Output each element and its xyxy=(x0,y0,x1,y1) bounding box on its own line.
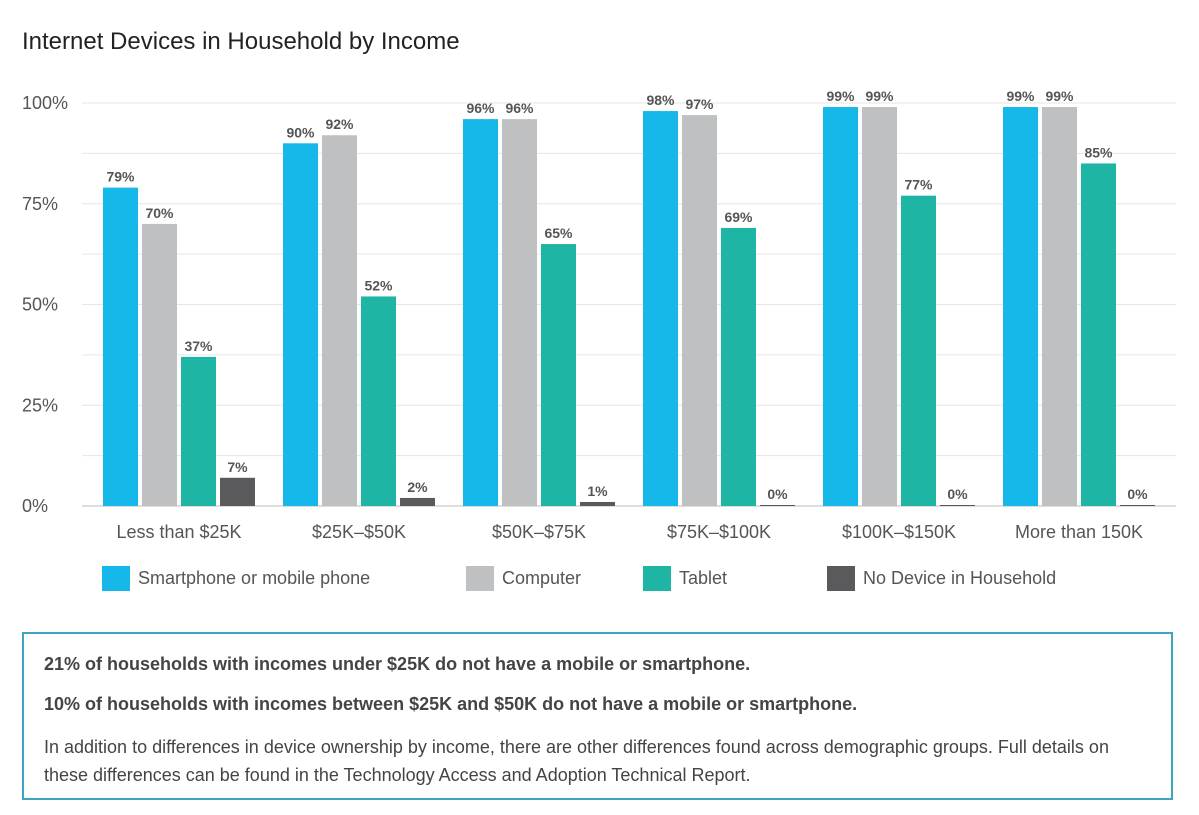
bar-computer xyxy=(502,119,537,507)
bar-no-device xyxy=(400,497,435,506)
bar-smartphone xyxy=(643,111,678,506)
data-label: 7% xyxy=(227,459,248,475)
legend-label-smartphone: Smartphone or mobile phone xyxy=(138,568,371,588)
legend-item-tablet: Tablet xyxy=(643,566,727,591)
bar-smartphone xyxy=(283,143,318,507)
bar-tablet xyxy=(181,356,216,506)
data-label: 69% xyxy=(724,209,753,225)
data-label: 90% xyxy=(286,124,315,140)
legend-item-smartphone: Smartphone or mobile phone xyxy=(102,566,370,591)
bar-smartphone xyxy=(823,107,858,506)
legend-label-no-device: No Device in Household xyxy=(863,568,1057,588)
legend-label-computer: Computer xyxy=(502,568,582,588)
summary-callout: 21% of households with incomes under $25… xyxy=(22,632,1173,800)
callout-line-3: In addition to differences in device own… xyxy=(44,737,1109,785)
legend-item-computer: Computer xyxy=(466,566,581,591)
bar-no-device xyxy=(580,501,615,506)
data-label: 97% xyxy=(685,96,714,112)
data-label: 52% xyxy=(364,277,393,293)
data-label: 70% xyxy=(145,205,174,221)
legend-swatch-computer xyxy=(466,566,494,591)
callout-line-2: 10% of households with incomes between $… xyxy=(44,694,858,714)
y-tick-label: 100% xyxy=(22,93,68,113)
bar-tablet xyxy=(361,296,396,506)
data-label: 85% xyxy=(1084,144,1113,160)
y-tick-label: 50% xyxy=(22,295,58,315)
bar-no-device xyxy=(220,477,255,506)
x-tick-label: $75K–$100K xyxy=(667,522,771,542)
bar-computer xyxy=(322,135,357,507)
bar-no-device xyxy=(1120,505,1155,506)
data-label: 96% xyxy=(466,100,495,116)
data-label: 99% xyxy=(826,88,855,104)
data-label: 99% xyxy=(1006,88,1035,104)
bar-chart: 0% 25% 50% 75% 100% 79% 70% 37% 7% Less than $25K… xyxy=(22,88,1176,542)
bar-smartphone xyxy=(463,119,498,507)
bar-computer xyxy=(1042,107,1077,506)
legend-item-no-device: No Device in Household xyxy=(827,566,1056,591)
callout-line-1: 21% of households with incomes under $25… xyxy=(44,654,751,674)
bar-computer xyxy=(862,107,897,506)
data-label: 0% xyxy=(767,486,788,502)
data-label: 77% xyxy=(904,177,933,193)
bar-tablet xyxy=(721,227,756,506)
x-tick-label: $25K–$50K xyxy=(312,522,406,542)
y-tick-label: 25% xyxy=(22,395,58,415)
legend-label-tablet: Tablet xyxy=(679,568,728,588)
data-label: 79% xyxy=(106,169,135,185)
data-label: 99% xyxy=(1045,88,1074,104)
y-tick-label: 75% xyxy=(22,194,58,214)
bar-tablet xyxy=(541,244,576,507)
data-label: 65% xyxy=(544,225,573,241)
chart-legend: Smartphone or mobile phone Computer Tabl… xyxy=(0,566,1199,594)
data-label: 1% xyxy=(587,483,608,499)
data-label: 92% xyxy=(325,116,354,132)
data-label: 98% xyxy=(646,92,675,108)
data-label: 2% xyxy=(407,479,428,495)
bar-no-device xyxy=(760,505,795,506)
bar-computer xyxy=(142,223,177,506)
bar-no-device xyxy=(940,505,975,506)
legend-swatch-tablet xyxy=(643,566,671,591)
data-label: 99% xyxy=(865,88,894,104)
bar-smartphone xyxy=(1003,107,1038,506)
x-tick-label: Less than $25K xyxy=(116,522,241,542)
bar-tablet xyxy=(901,195,936,506)
legend-swatch-no-device xyxy=(827,566,855,591)
data-label: 0% xyxy=(947,486,968,502)
x-tick-label: $100K–$150K xyxy=(842,522,956,542)
bar-computer xyxy=(682,115,717,506)
x-tick-label: More than 150K xyxy=(1015,522,1143,542)
y-tick-label: 0% xyxy=(22,496,48,516)
bar-smartphone xyxy=(103,187,138,506)
chart-title: Internet Devices in Household by Income xyxy=(22,28,460,55)
x-tick-label: $50K–$75K xyxy=(492,522,586,542)
bar-tablet xyxy=(1081,163,1116,506)
data-label: 96% xyxy=(505,100,534,116)
data-label: 0% xyxy=(1127,486,1148,502)
data-label: 37% xyxy=(184,338,213,354)
legend-swatch-smartphone xyxy=(102,566,130,591)
